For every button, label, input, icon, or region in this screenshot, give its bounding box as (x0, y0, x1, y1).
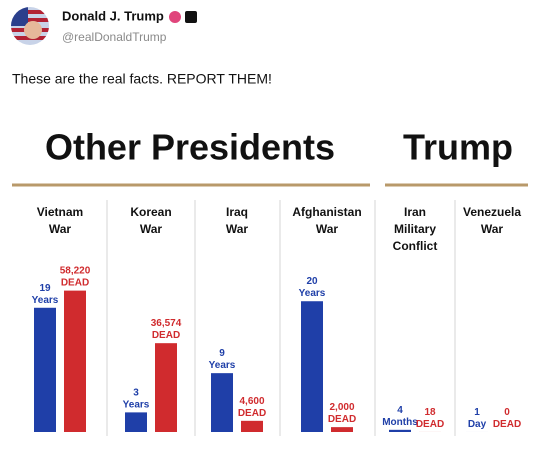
bar (125, 412, 147, 432)
group-title: Other Presidents (45, 127, 335, 168)
value-label: 0 DEAD (493, 407, 521, 430)
category-label: Venezuela War (463, 205, 521, 236)
value-label: 4,600 DEAD (238, 395, 266, 418)
value-label: 1 Day (468, 407, 487, 430)
value-label: 36,574 DEAD (151, 318, 182, 341)
category-label: Korean War (130, 205, 171, 236)
bar (241, 420, 263, 432)
bar (331, 427, 353, 432)
bar (64, 290, 86, 432)
verified-badge (169, 11, 181, 23)
bar (155, 343, 177, 432)
bar (211, 373, 233, 432)
value-label: 58,220 DEAD (60, 265, 91, 288)
avatar[interactable] (10, 6, 50, 46)
column-separators (106, 200, 456, 436)
value-label: 3 Years (123, 387, 150, 410)
value-label: 4 Months (382, 404, 418, 427)
bar (34, 307, 56, 432)
category-label: Vietnam War (37, 205, 83, 236)
bar (301, 301, 323, 432)
post-text: These are the real facts. REPORT THEM! (12, 71, 272, 87)
category-label: Iran Military Conflict (393, 205, 438, 253)
value-label: 20 Years (299, 276, 326, 299)
value-label: 19 Years (32, 282, 59, 305)
value-label: 18 DEAD (416, 407, 444, 430)
author-name[interactable]: Donald J. Trump (62, 8, 164, 23)
author-handle[interactable]: @realDonaldTrump (62, 30, 167, 44)
value-label: 2,000 DEAD (328, 402, 356, 425)
badge (185, 11, 197, 23)
group-title: Trump (403, 127, 513, 168)
category-label: Afghanistan War (292, 205, 361, 236)
bar (389, 429, 411, 432)
value-label: 9 Years (209, 348, 236, 371)
category-label: Iraq War (226, 205, 249, 236)
